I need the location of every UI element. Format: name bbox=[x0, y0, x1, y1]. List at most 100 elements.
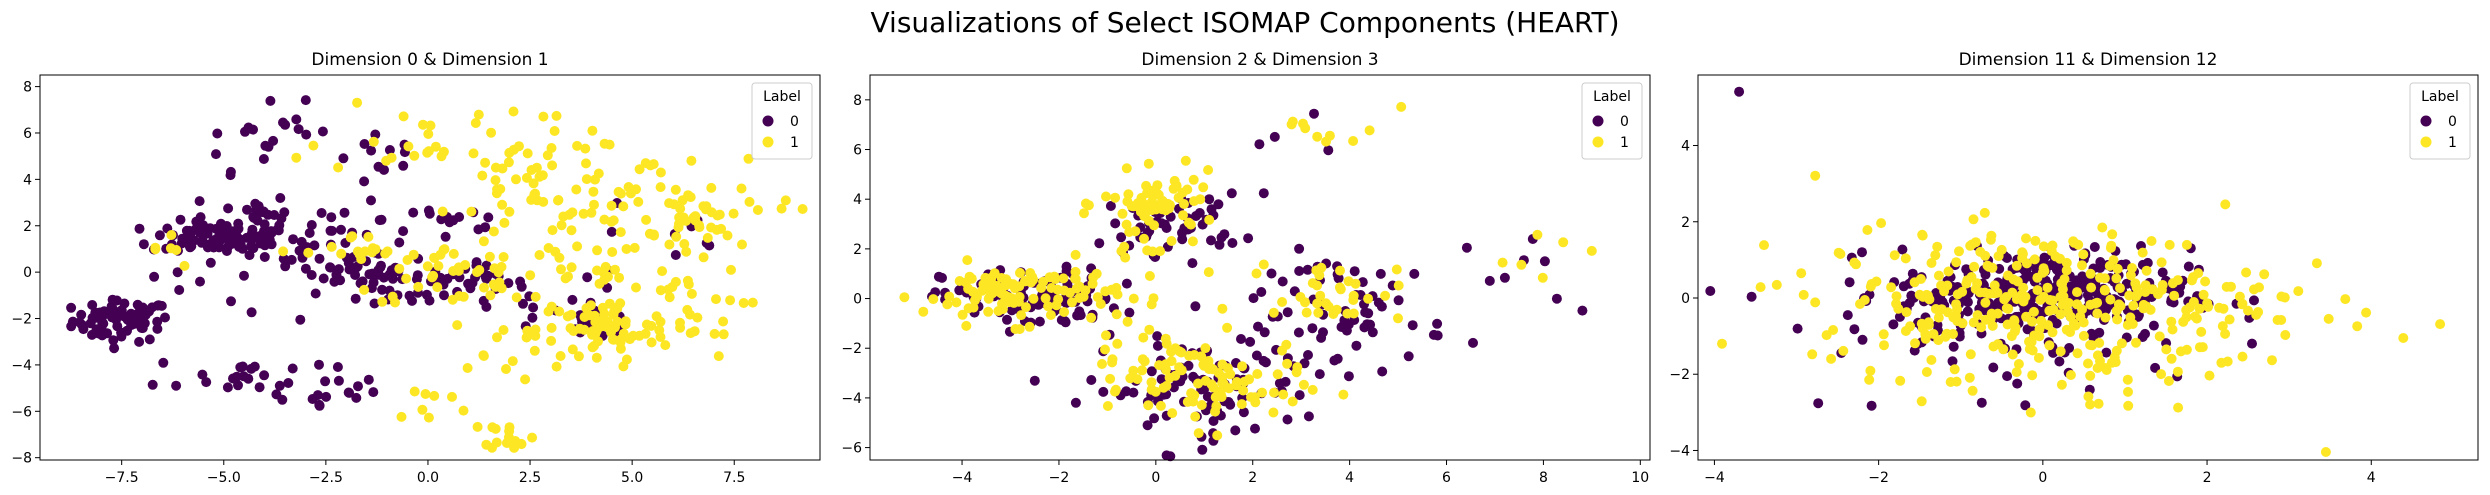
data-point-label-1 bbox=[2115, 283, 2125, 294]
y-tick-label: 6 bbox=[853, 143, 862, 159]
data-point-label-1 bbox=[1921, 289, 1932, 300]
data-point-label-0 bbox=[134, 223, 145, 234]
data-point-label-1 bbox=[1335, 265, 1345, 276]
data-point-label-0 bbox=[171, 380, 182, 391]
data-point-label-0 bbox=[1904, 297, 1915, 308]
data-point-label-1 bbox=[709, 328, 720, 339]
data-point-label-1 bbox=[594, 316, 605, 327]
data-point-label-1 bbox=[547, 160, 558, 171]
data-point-label-1 bbox=[972, 291, 982, 302]
data-point-label-0 bbox=[286, 254, 297, 265]
data-point-label-1 bbox=[511, 174, 521, 185]
data-point-label-1 bbox=[2061, 257, 2072, 268]
data-point-label-1 bbox=[1287, 396, 1298, 407]
data-point-label-1 bbox=[621, 354, 632, 365]
data-point-label-1 bbox=[1187, 236, 1198, 247]
data-point-label-1 bbox=[2106, 240, 2117, 251]
data-point-label-0 bbox=[119, 298, 130, 309]
data-point-label-1 bbox=[2092, 363, 2103, 373]
data-point-label-0 bbox=[1161, 450, 1172, 461]
data-point-label-0 bbox=[1931, 288, 1942, 298]
data-point-label-1 bbox=[2122, 374, 2133, 385]
data-point-label-1 bbox=[660, 340, 671, 351]
data-point-label-1 bbox=[1016, 310, 1027, 321]
data-point-label-1 bbox=[2034, 331, 2045, 342]
data-point-label-1 bbox=[1045, 310, 1056, 320]
data-point-label-1 bbox=[1217, 359, 1228, 370]
data-point-label-1 bbox=[1166, 356, 1177, 367]
data-point-label-1 bbox=[654, 325, 665, 336]
data-point-label-0 bbox=[153, 300, 164, 311]
data-point-label-1 bbox=[1015, 267, 1025, 278]
data-point-label-0 bbox=[2064, 343, 2075, 353]
data-point-label-1 bbox=[2166, 353, 2177, 364]
data-point-label-0 bbox=[344, 387, 355, 398]
data-point-label-0 bbox=[1468, 337, 1478, 348]
data-point-label-1 bbox=[1900, 253, 1911, 264]
data-point-label-1 bbox=[554, 252, 565, 263]
data-point-label-1 bbox=[2181, 312, 2192, 323]
data-point-label-1 bbox=[1183, 217, 1194, 228]
data-point-label-1 bbox=[1124, 227, 1135, 237]
data-point-label-1 bbox=[1771, 279, 1782, 290]
data-point-label-1 bbox=[1190, 411, 1201, 422]
data-point-label-0 bbox=[704, 240, 715, 251]
data-point-label-0 bbox=[369, 298, 380, 309]
data-point-label-0 bbox=[306, 270, 317, 280]
data-point-label-0 bbox=[158, 357, 169, 368]
data-point-label-1 bbox=[1865, 365, 1876, 376]
data-point-label-1 bbox=[1097, 359, 1107, 369]
data-point-label-1 bbox=[2108, 255, 2119, 266]
data-point-label-1 bbox=[2036, 315, 2047, 326]
data-point-label-1 bbox=[685, 328, 696, 339]
data-point-label-1 bbox=[631, 282, 641, 293]
data-point-label-1 bbox=[1237, 361, 1248, 372]
data-point-label-1 bbox=[1216, 390, 1227, 401]
data-point-label-0 bbox=[1187, 258, 1198, 269]
scatter-points bbox=[899, 101, 1597, 462]
scatter-panel-1: Dimension 2 & Dimension 3−4 −2 0 2 4 6 8 10−6−4… bbox=[841, 50, 1651, 486]
data-point-label-0 bbox=[1214, 239, 1225, 250]
data-point-label-1 bbox=[425, 120, 436, 131]
data-point-label-1 bbox=[686, 155, 697, 166]
data-point-label-1 bbox=[2087, 340, 2098, 351]
data-point-label-1 bbox=[1313, 307, 1324, 318]
data-point-label-1 bbox=[394, 263, 405, 274]
data-point-label-1 bbox=[2033, 352, 2044, 363]
data-point-label-1 bbox=[1849, 257, 1860, 268]
data-point-label-0 bbox=[300, 95, 311, 106]
data-point-label-0 bbox=[1227, 238, 1238, 248]
data-point-label-1 bbox=[2131, 337, 2141, 348]
data-point-label-1 bbox=[664, 198, 675, 209]
data-point-label-0 bbox=[274, 380, 285, 391]
data-point-label-1 bbox=[1117, 208, 1128, 219]
data-point-label-1 bbox=[1985, 234, 1996, 245]
data-point-label-1 bbox=[422, 147, 433, 158]
data-point-label-1 bbox=[671, 231, 682, 242]
data-point-label-0 bbox=[87, 300, 98, 310]
axes-frame bbox=[1697, 74, 2479, 461]
data-point-label-1 bbox=[1298, 379, 1309, 390]
data-point-label-1 bbox=[1196, 351, 1207, 362]
data-point-label-1 bbox=[408, 249, 419, 260]
data-point-label-1 bbox=[537, 170, 548, 181]
data-point-label-0 bbox=[306, 220, 317, 230]
y-tick-label: 8 bbox=[23, 80, 32, 96]
scatter-panel-2: Dimension 11 & Dimension 12 −4 −2 0 2 4 −4 −2 0 2… bbox=[1669, 50, 2479, 486]
data-point-label-1 bbox=[1980, 297, 1991, 308]
data-point-label-1 bbox=[1038, 276, 1049, 287]
data-point-label-1 bbox=[501, 364, 511, 374]
data-point-label-1 bbox=[620, 319, 631, 330]
data-point-label-0 bbox=[1377, 366, 1388, 377]
data-point-label-1 bbox=[381, 155, 392, 166]
data-point-label-0 bbox=[226, 238, 237, 249]
data-point-label-1 bbox=[326, 241, 337, 252]
data-point-label-1 bbox=[1940, 331, 1951, 342]
data-point-label-0 bbox=[1105, 201, 1116, 211]
y-tick-label: 8 bbox=[853, 93, 862, 109]
data-point-label-0 bbox=[235, 239, 246, 250]
data-point-label-0 bbox=[1294, 243, 1305, 254]
data-point-label-0 bbox=[1976, 397, 1987, 408]
data-point-label-1 bbox=[1146, 299, 1157, 310]
data-point-label-1 bbox=[1021, 302, 1031, 313]
